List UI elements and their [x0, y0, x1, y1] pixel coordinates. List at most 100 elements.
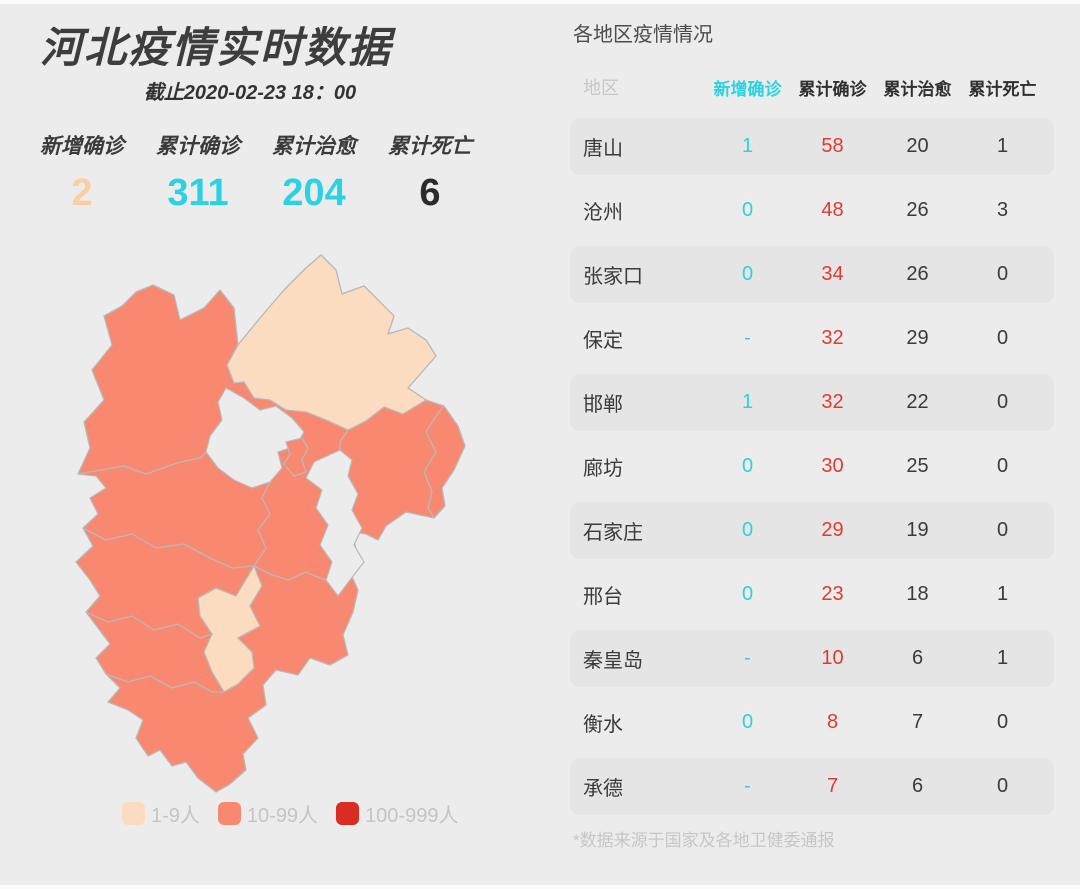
- total-confirmed-cell: 30: [821, 455, 844, 477]
- bottom-edge-strip: [0, 885, 1080, 889]
- total-cured-cell: 29: [906, 327, 929, 349]
- total-confirmed-cell: 48: [821, 199, 844, 221]
- total-confirmed-cell: 58: [821, 135, 844, 157]
- total-confirmed-cell: 32: [821, 327, 844, 349]
- total-deaths-cell: 1: [996, 583, 1009, 605]
- table-row: 秦皇岛 - 10 6 1: [570, 630, 1054, 687]
- region-name-cell: 沧州: [583, 202, 623, 224]
- new-confirmed-cell: 1: [741, 391, 754, 413]
- table-row: 保定 - 32 29 0: [570, 310, 1054, 367]
- legend-swatch-peach: [122, 802, 145, 825]
- as-of-timestamp: 截止2020-02-23 18：00: [143, 82, 357, 104]
- new-confirmed-cell: -: [744, 775, 751, 797]
- legend-item-100-999[interactable]: 100-999人: [336, 799, 458, 828]
- total-deaths-cell: 1: [996, 647, 1009, 669]
- legend-item-1-9[interactable]: 1-9人: [122, 799, 200, 828]
- stat-new-confirmed: 新增确诊 2: [24, 130, 140, 212]
- stat-value: 311: [167, 172, 229, 214]
- page-title: 河北疫情实时数据: [40, 24, 393, 71]
- total-deaths-cell: 3: [996, 199, 1009, 221]
- total-confirmed-cell: 10: [821, 647, 844, 669]
- table-row: 石家庄 0 29 19 0: [570, 502, 1054, 559]
- stat-label: 累计治愈: [272, 135, 356, 158]
- stat-value: 2: [71, 172, 93, 214]
- total-cured-cell: 22: [906, 391, 929, 413]
- total-deaths-cell: 0: [996, 455, 1009, 477]
- map-region-hengshui[interactable]: [197, 565, 263, 693]
- legend-label: 1-9人: [151, 805, 200, 827]
- table-row: 邢台 0 23 18 1: [570, 566, 1054, 623]
- table-row: 承德 - 7 6 0: [570, 758, 1054, 815]
- region-name-cell: 廊坊: [583, 458, 623, 480]
- region-name-cell: 承德: [583, 778, 623, 800]
- total-cured-cell: 6: [911, 647, 924, 669]
- new-confirmed-cell: -: [744, 327, 751, 349]
- header-total-confirmed: 累计确诊: [798, 79, 867, 99]
- region-table-header: 地区 新增确诊 累计确诊 累计治愈 累计死亡: [570, 74, 1054, 100]
- new-confirmed-cell: 0: [741, 583, 754, 605]
- stat-label: 累计死亡: [388, 135, 472, 158]
- total-confirmed-cell: 23: [821, 583, 844, 605]
- header-total-deaths: 累计死亡: [968, 79, 1037, 99]
- total-confirmed-cell: 34: [821, 263, 844, 285]
- stat-label: 新增确诊: [40, 135, 124, 158]
- table-row: 廊坊 0 30 25 0: [570, 438, 1054, 495]
- table-row: 沧州 0 48 26 3: [570, 182, 1054, 239]
- header-total-cured: 累计治愈: [883, 79, 952, 99]
- total-deaths-cell: 0: [996, 519, 1009, 541]
- region-name-cell: 张家口: [583, 266, 643, 288]
- region-name-cell: 邯郸: [583, 394, 623, 416]
- region-table-body: 唐山 1 58 20 1 沧州 0 48 26 3 张家口 0 34 26 0 保定 - 32 29 0 邯郸 1 32 22…: [570, 118, 1054, 822]
- map-legend: 1-9人 10-99人 100-999人: [122, 799, 458, 828]
- region-name-cell: 唐山: [583, 138, 623, 160]
- stat-value: 6: [419, 172, 441, 214]
- region-name-cell: 保定: [583, 330, 623, 352]
- total-deaths-cell: 1: [996, 135, 1009, 157]
- tianjin-area-hole: [305, 449, 365, 597]
- map-region-langfang-exclave[interactable]: [283, 437, 309, 477]
- total-deaths-cell: 0: [996, 391, 1009, 413]
- new-confirmed-cell: -: [744, 647, 751, 669]
- total-deaths-cell: 0: [996, 263, 1009, 285]
- hebei-choropleth-map: [48, 250, 478, 810]
- legend-swatch-salmon: [217, 802, 241, 825]
- new-confirmed-cell: 0: [741, 199, 754, 221]
- table-row: 衡水 0 8 7 0: [570, 694, 1054, 751]
- legend-swatch-red: [336, 802, 360, 825]
- total-deaths-cell: 0: [996, 327, 1009, 349]
- total-cured-cell: 7: [911, 711, 924, 733]
- new-confirmed-cell: 0: [741, 711, 754, 733]
- total-deaths-cell: 0: [996, 711, 1009, 733]
- region-name-cell: 衡水: [583, 714, 623, 736]
- header-region: 地区: [583, 78, 619, 98]
- beijing-area-hole: [205, 387, 305, 489]
- new-confirmed-cell: 0: [741, 519, 754, 541]
- top-edge-strip: [0, 0, 1080, 4]
- total-confirmed-cell: 8: [826, 711, 839, 733]
- new-confirmed-cell: 0: [741, 455, 754, 477]
- data-source-footnote: *数据来源于国家及各地卫健委通报: [573, 831, 835, 850]
- new-confirmed-cell: 1: [741, 135, 754, 157]
- stat-total-cured: 累计治愈 204: [256, 130, 372, 212]
- summary-stats: 新增确诊 2 累计确诊 311 累计治愈 204 累计死亡 6: [24, 130, 494, 212]
- legend-label: 10-99人: [246, 805, 319, 827]
- total-cured-cell: 26: [906, 263, 929, 285]
- region-name-cell: 邢台: [583, 586, 623, 608]
- new-confirmed-cell: 0: [741, 263, 754, 285]
- legend-item-10-99[interactable]: 10-99人: [217, 799, 319, 828]
- stat-total-deaths: 累计死亡 6: [372, 130, 488, 212]
- total-cured-cell: 20: [906, 135, 929, 157]
- map-internal-borders: [77, 405, 445, 693]
- total-confirmed-cell: 32: [821, 391, 844, 413]
- total-cured-cell: 6: [911, 775, 924, 797]
- table-row: 唐山 1 58 20 1: [570, 118, 1054, 175]
- legend-label: 100-999人: [365, 805, 459, 827]
- stat-total-confirmed: 累计确诊 311: [140, 130, 256, 212]
- map-region-chengde[interactable]: [226, 254, 437, 431]
- table-row: 张家口 0 34 26 0: [570, 246, 1054, 303]
- total-confirmed-cell: 29: [821, 519, 844, 541]
- stat-label: 累计确诊: [156, 135, 240, 158]
- region-name-cell: 秦皇岛: [583, 650, 643, 672]
- total-cured-cell: 18: [906, 583, 929, 605]
